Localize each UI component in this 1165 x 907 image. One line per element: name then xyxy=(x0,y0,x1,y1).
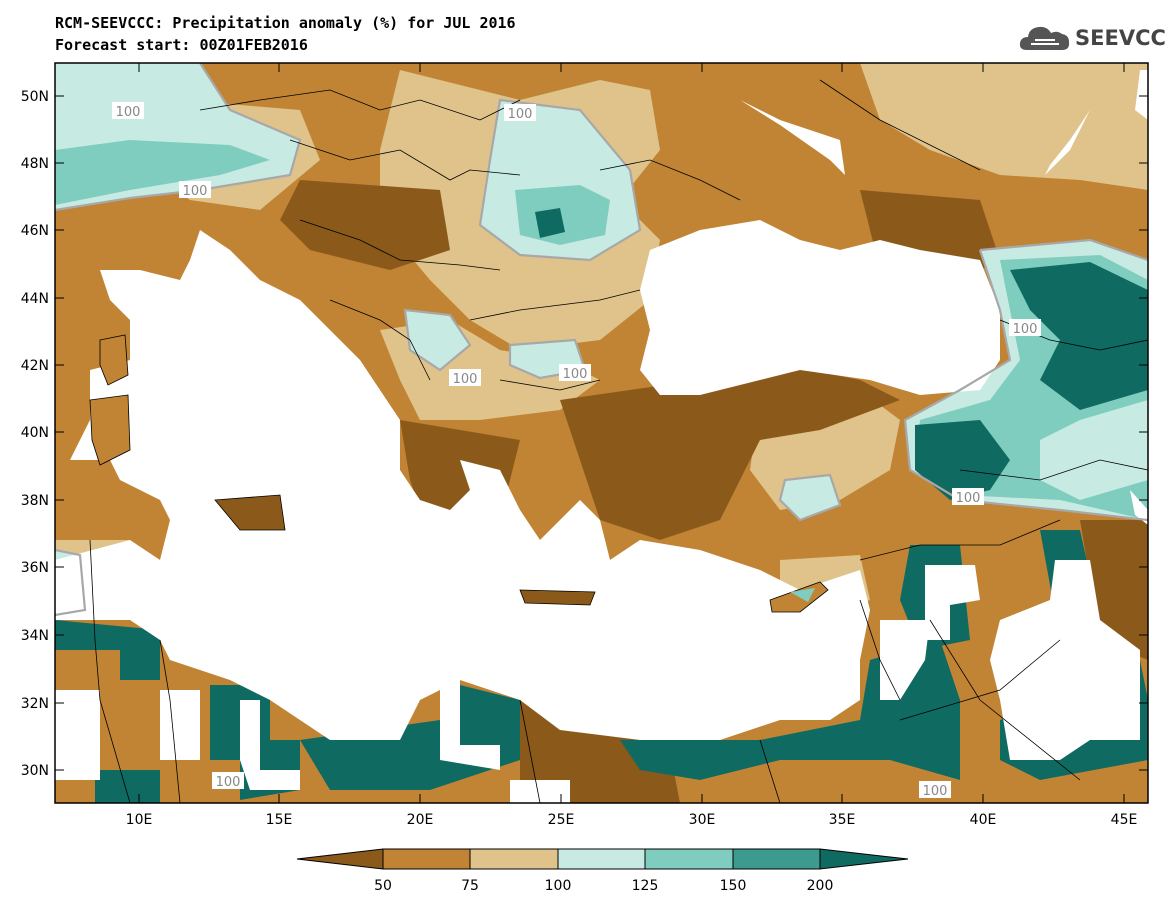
missing-data-syria xyxy=(925,565,980,640)
colorbar: 50 75 100 125 150 200 xyxy=(296,848,909,894)
mediterranean-sea xyxy=(55,230,870,740)
lightteal-anatolia-small xyxy=(780,475,840,520)
lon-label: 40E xyxy=(970,812,997,828)
medteal-carpathians xyxy=(515,185,610,245)
missing-data-libya-west xyxy=(240,700,300,790)
missing-data-egypt xyxy=(510,780,570,803)
contour-label: 100 xyxy=(216,775,241,790)
contour-label: 100 xyxy=(1013,322,1038,337)
medteal-alps xyxy=(55,140,270,205)
contour-100-lines xyxy=(55,63,1148,617)
lat-label: 36N xyxy=(21,560,49,576)
colorbar-swatch xyxy=(732,848,821,870)
map-title: RCM-SEEVCCC: Precipitation anomaly (%) f… xyxy=(55,14,516,32)
country-borders xyxy=(89,79,1148,803)
colorbar-swatch xyxy=(469,848,559,870)
lat-label: 30N xyxy=(21,763,49,779)
colorbar-label: 50 xyxy=(374,878,392,894)
lat-label: 44N xyxy=(21,291,49,307)
latitude-axis: 50N 48N 46N 44N 42N 40N 38N 36N 34N 32N 30N xyxy=(21,89,1148,779)
contour-label-bg xyxy=(504,104,536,121)
lat-label: 46N xyxy=(21,223,49,239)
colorbar-label: 200 xyxy=(807,878,834,894)
colorbar-swatch xyxy=(557,848,646,870)
contour-labels: 100 100 100 100 100 100 100 100 100 xyxy=(112,102,1041,799)
colorbar-swatch xyxy=(382,848,471,870)
contour-label: 100 xyxy=(956,491,981,506)
missing-data-algeria xyxy=(55,690,100,780)
darkteal-caucasus xyxy=(1010,262,1148,410)
lat-label: 34N xyxy=(21,628,49,644)
seevccc-logo: SEEVCCC xyxy=(1017,22,1165,56)
colorbar-label: 75 xyxy=(461,878,479,894)
longitude-axis: 10E 15E 20E 25E 30E 35E 40E 45E xyxy=(126,63,1138,828)
missing-data-libya xyxy=(440,680,500,770)
lon-label: 15E xyxy=(266,812,293,828)
lon-label: 10E xyxy=(126,812,153,828)
contour-label: 100 xyxy=(183,184,208,199)
missing-data-jordan xyxy=(880,620,930,700)
crete xyxy=(519,589,596,606)
missing-data-iraq xyxy=(990,560,1140,760)
map-frame xyxy=(54,62,1149,804)
missing-data-algeria-east xyxy=(160,690,200,760)
forecast-start-label: Forecast start: 00Z01FEB2016 xyxy=(55,36,308,54)
cyprus-teal xyxy=(790,588,815,602)
lightteal-serbia xyxy=(405,310,470,370)
contour-label-bg xyxy=(952,488,984,505)
cloud-icon xyxy=(1019,26,1070,50)
contour-label: 100 xyxy=(508,107,533,122)
lon-label: 45E xyxy=(1111,812,1138,828)
darkbrown-iran xyxy=(1080,520,1148,660)
sicily xyxy=(214,494,286,531)
darkteal-eastern-turkey xyxy=(915,420,1010,500)
colorbar-swatch xyxy=(644,848,734,870)
darkbrown-turkey xyxy=(560,360,900,540)
lon-label: 30E xyxy=(689,812,716,828)
sardinia xyxy=(89,394,131,466)
colorbar-label: 125 xyxy=(632,878,659,894)
darkteal-carpathians-core xyxy=(535,208,565,238)
lon-label: 25E xyxy=(548,812,575,828)
colorbar-swatch xyxy=(819,848,909,870)
missing-data-north-east xyxy=(1135,70,1148,120)
darkbrown-pannonia xyxy=(280,180,450,270)
contour-label-bg xyxy=(559,364,591,381)
contour-label-bg xyxy=(1009,319,1041,336)
colorbar-label: 150 xyxy=(720,878,747,894)
missing-data-caspian xyxy=(1130,490,1148,525)
darkteal-egypt-levant xyxy=(620,640,960,780)
lat-label: 42N xyxy=(21,358,49,374)
missing-data-reservoir xyxy=(740,100,845,175)
colorbar-label: 100 xyxy=(545,878,572,894)
darkteal-tunisia-coast xyxy=(55,620,160,680)
lon-label: 35E xyxy=(829,812,856,828)
corsica xyxy=(99,334,129,386)
map-field xyxy=(55,63,1148,803)
lat-label: 32N xyxy=(21,696,49,712)
contour-label-bg xyxy=(212,772,244,789)
contour-label: 100 xyxy=(563,367,588,382)
tan-region-north-east xyxy=(860,63,1148,190)
lat-label: 48N xyxy=(21,156,49,172)
contour-label-bg xyxy=(112,102,144,119)
darkteal-algeria-south xyxy=(95,770,160,803)
contour-label-bg xyxy=(179,181,211,198)
contour-label: 100 xyxy=(453,372,478,387)
lon-label: 20E xyxy=(407,812,434,828)
lat-label: 50N xyxy=(21,89,49,105)
black-sea xyxy=(640,220,1000,395)
lat-label: 40N xyxy=(21,425,49,441)
missing-data-volga xyxy=(1045,110,1090,175)
contour-label: 100 xyxy=(923,784,948,799)
contour-label: 100 xyxy=(116,105,141,120)
contour-label-bg xyxy=(919,781,951,798)
lat-label: 38N xyxy=(21,493,49,509)
colorbar-swatch xyxy=(296,848,384,870)
logo-text: SEEVCCC xyxy=(1075,26,1165,50)
contour-label-bg xyxy=(449,369,481,386)
